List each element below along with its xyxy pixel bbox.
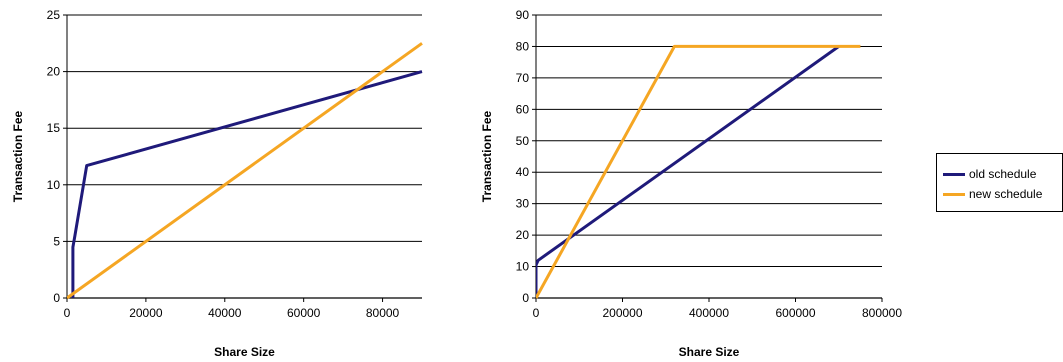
chart2-y-tick-label: 90 xyxy=(516,8,530,22)
legend-swatch-new-schedule xyxy=(943,192,965,196)
chart2-x-tick-label: 200000 xyxy=(602,306,642,320)
chart1-y-tick-label: 25 xyxy=(47,8,61,22)
chart1-y-tick-label: 10 xyxy=(47,178,61,192)
chart2-y-axis-title: Transaction Fee xyxy=(480,110,494,202)
chart1-series-new-schedule xyxy=(67,42,423,300)
chart2-y-tick-label: 30 xyxy=(516,197,530,211)
chart1-x-tick-label: 80000 xyxy=(366,306,400,320)
chart2-y-tick-label: 0 xyxy=(522,291,529,305)
right-chart: 0 10 20 30 40 50 60 70 80 90 0 200000 400000 600000 80… xyxy=(480,8,902,359)
chart2-y-tick-label: 50 xyxy=(516,134,530,148)
chart1-y-tick-label: 0 xyxy=(53,291,60,305)
chart1-series-old-schedule xyxy=(71,70,423,298)
chart2-x-tick-label: 400000 xyxy=(689,306,729,320)
chart1-y-tick-label: 20 xyxy=(47,65,61,79)
chart2-y-tick-label: 20 xyxy=(516,228,530,242)
chart1-x-tick-label: 20000 xyxy=(129,306,163,320)
chart2-y-tick-label: 10 xyxy=(516,260,530,274)
chart2-x-tick-label: 800000 xyxy=(862,306,902,320)
chart2-series-new-schedule xyxy=(536,44,861,299)
chart1-x-axis-title: Share Size xyxy=(214,345,275,359)
legend-item-old-schedule: old schedule xyxy=(943,166,1036,182)
chart2-x-tick-label: 600000 xyxy=(775,306,815,320)
chart2-x-tick-label: 0 xyxy=(533,306,540,320)
legend-label-old-schedule: old schedule xyxy=(969,167,1037,181)
legend: old schedule new schedule xyxy=(936,153,1063,212)
legend-swatch-old-schedule xyxy=(943,172,965,176)
chart1-x-tick-label: 40000 xyxy=(208,306,242,320)
chart2-y-tick-label: 40 xyxy=(516,165,530,179)
chart2-y-tick-label: 70 xyxy=(516,71,530,85)
chart1-y-axis-title: Transaction Fee xyxy=(11,110,25,202)
chart2-series-old-schedule xyxy=(536,45,840,298)
chart1-x-tick-label: 60000 xyxy=(287,306,321,320)
chart1-y-tick-label: 15 xyxy=(47,121,61,135)
left-chart: 0 5 10 15 20 25 0 20000 40000 60000 80000 Share Siz… xyxy=(11,8,423,359)
chart1-y-tick-label: 5 xyxy=(53,234,60,248)
chart2-y-tick-label: 60 xyxy=(516,102,530,116)
chart2-x-axis-title: Share Size xyxy=(679,345,740,359)
legend-item-new-schedule: new schedule xyxy=(943,186,1042,202)
legend-label-new-schedule: new schedule xyxy=(969,187,1043,201)
chart2-y-tick-label: 80 xyxy=(516,39,530,53)
chart1-x-tick-label: 0 xyxy=(64,306,71,320)
